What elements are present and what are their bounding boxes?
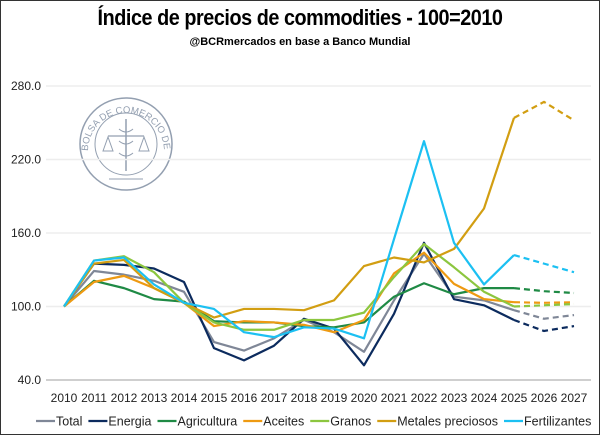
y-tick-label: 100.0 <box>11 300 41 314</box>
series-projection-total <box>513 309 575 320</box>
x-tick-label: 2025 <box>501 391 528 405</box>
legend-label: Energia <box>108 415 151 429</box>
series-line-aceites <box>63 251 515 334</box>
chart-title: Índice de precios de commodities - 100=2… <box>97 5 503 30</box>
y-tick-label: 160.0 <box>11 226 41 240</box>
x-tick-label: 2011 <box>81 391 107 405</box>
x-tick-label: 2026 <box>531 391 558 405</box>
series-projection-agricultura <box>513 287 575 295</box>
x-tick-label: 2010 <box>51 391 78 405</box>
series-projection-fertilizantes <box>513 253 575 274</box>
x-tick-label: 2023 <box>441 391 468 405</box>
series-line-total <box>63 252 515 353</box>
series-projection-aceites <box>513 301 575 304</box>
x-tick-label: 2012 <box>111 391 138 405</box>
legend-label: Aceites <box>263 415 304 429</box>
x-tick-label: 2013 <box>141 391 168 405</box>
y-tick-label: 280.0 <box>11 79 41 93</box>
legend-label: Metales preciosos <box>397 415 498 429</box>
legend-label: Agricultura <box>178 415 238 429</box>
y-tick-label: 40.0 <box>18 373 42 387</box>
series-line-fertilizantes <box>63 140 515 340</box>
legend-label: Fertilizantes <box>524 415 591 429</box>
series-line-metales-preciosos <box>63 117 516 319</box>
chart-subtitle: @BCRmercados en base a Banco Mundial <box>189 36 411 48</box>
x-tick-label: 2015 <box>201 391 228 405</box>
series-projection-granos <box>513 302 575 308</box>
y-tick-label: 220.0 <box>11 153 41 167</box>
x-tick-label: 2014 <box>171 391 198 405</box>
x-tick-label: 2016 <box>231 391 258 405</box>
svg-text:BOLSA DE COMERCIO DE ROSARIO: BOLSA DE COMERCIO DE ROSARIO <box>1 1 172 152</box>
legend-label: Granos <box>330 415 371 429</box>
x-tick-label: 2018 <box>291 391 318 405</box>
series-projection-metales-preciosos <box>513 100 575 122</box>
x-tick-label: 2022 <box>411 391 438 405</box>
x-tick-label: 2017 <box>261 391 288 405</box>
x-tick-label: 2019 <box>321 391 348 405</box>
x-tick-label: 2027 <box>561 391 588 405</box>
x-tick-label: 2020 <box>351 391 378 405</box>
x-tick-label: 2024 <box>471 391 498 405</box>
legend-label: Total <box>56 415 82 429</box>
series-projection-energia <box>513 318 575 333</box>
x-tick-label: 2021 <box>381 391 408 405</box>
